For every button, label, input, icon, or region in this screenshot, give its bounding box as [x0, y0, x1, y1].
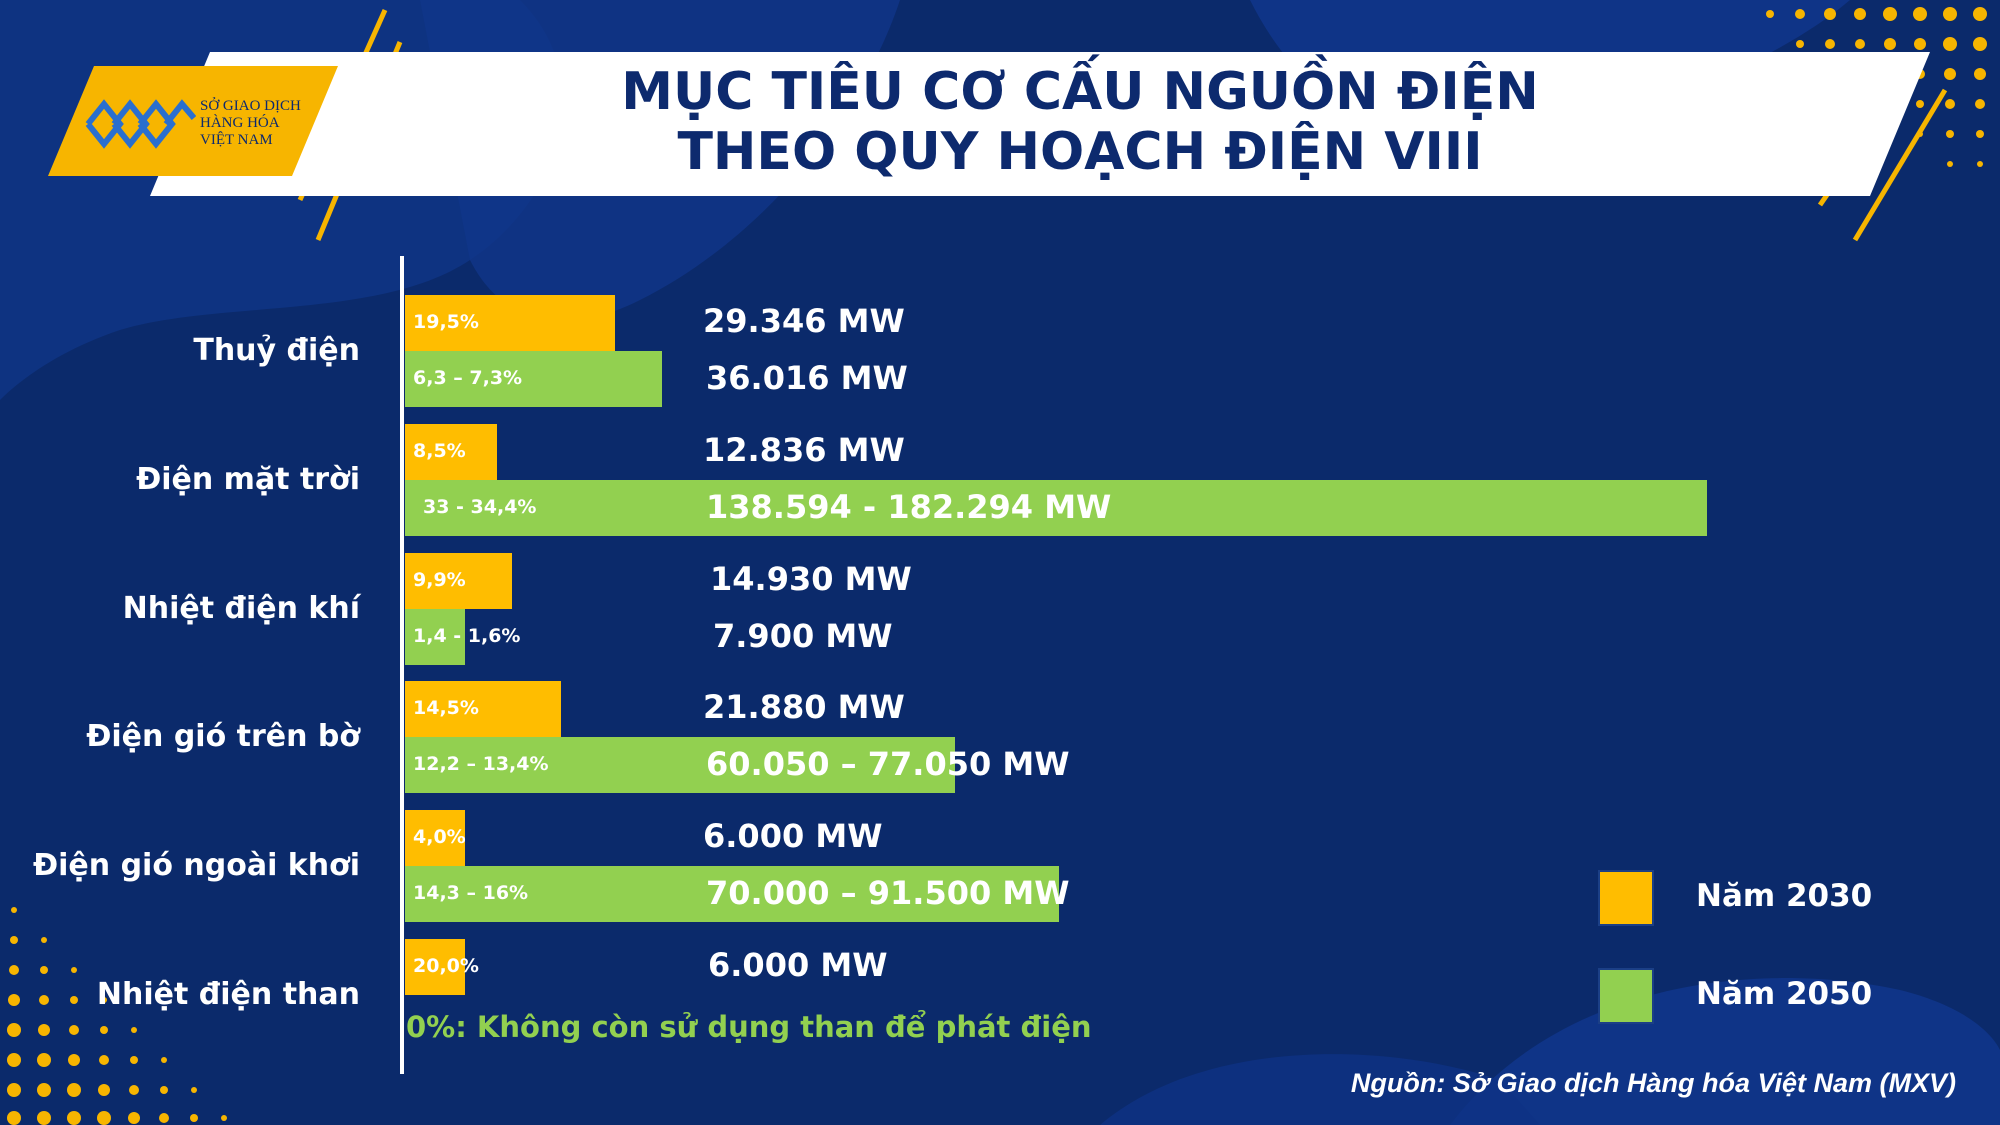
bar-2050 [405, 737, 956, 793]
y-axis-line [400, 256, 404, 1074]
value-label-2030: 29.346 MW [703, 302, 905, 340]
category-label: Điện mặt trời [136, 462, 360, 497]
logo-line-2: HÀNG HÓA [200, 115, 280, 131]
value-label-2030: 21.880 MW [703, 688, 905, 726]
value-label-2030: 12.836 MW [703, 431, 905, 469]
title-line-1: MỤC TIÊU CƠ CẤU NGUỒN ĐIỆN [621, 62, 1539, 122]
value-label-2030: 6.000 MW [708, 946, 888, 984]
bar-2030 [405, 424, 497, 480]
percent-label-2030: 19,5% [413, 311, 479, 333]
logo-line-3: VIỆT NAM [200, 132, 273, 148]
percent-label-2050: 33 - 34,4% [423, 496, 537, 518]
value-label-2050: 138.594 - 182.294 MW [706, 488, 1112, 526]
legend-swatch-2030 [1598, 870, 1654, 926]
value-label-2050: 60.050 – 77.050 MW [706, 745, 1070, 783]
bar-2030 [405, 681, 562, 737]
percent-label-2030: 4,0% [413, 826, 466, 848]
value-label-2030: 6.000 MW [703, 817, 883, 855]
percent-label-2050: 1,4 - 1,6% [413, 625, 521, 647]
value-label-2050: 70.000 – 91.500 MW [706, 874, 1070, 912]
bar-2050 [405, 866, 1059, 922]
title-band [150, 52, 1930, 196]
percent-label-2050: 14,3 – 16% [413, 882, 529, 904]
percent-label-2050: 6,3 – 7,3% [413, 367, 523, 389]
coal-note: 0%: Không còn sử dụng than để phát điện [406, 1010, 1092, 1044]
bar-2030 [405, 295, 615, 351]
legend-label-2030: Năm 2030 [1696, 878, 1873, 914]
category-label: Nhiệt điện khí [122, 591, 360, 626]
dot-pattern-bottom-left [7, 907, 227, 1125]
bar-2050 [405, 609, 465, 665]
source-note: Nguồn: Sở Giao dịch Hàng hóa Việt Nam (M… [1350, 1068, 1956, 1098]
bar-2030 [405, 553, 512, 609]
category-label: Thuỷ điện [193, 333, 360, 368]
bar-2050 [405, 351, 663, 407]
logo-mark-icon [85, 99, 196, 149]
title-line-2: THEO QUY HOẠCH ĐIỆN VIII [677, 122, 1483, 182]
value-label-2030: 14.930 MW [710, 560, 912, 598]
chart-title: MỤC TIÊU CƠ CẤU NGUỒN ĐIỆN THEO QUY HOẠC… [380, 62, 1780, 182]
category-label: Điện gió trên bờ [86, 719, 360, 754]
percent-label-2030: 8,5% [413, 440, 466, 462]
category-label: Nhiệt điện than [96, 977, 360, 1012]
value-label-2050: 36.016 MW [706, 359, 908, 397]
logo [48, 66, 338, 176]
percent-label-2030: 20,0% [413, 955, 479, 977]
legend-swatch-2050 [1598, 968, 1654, 1024]
value-label-2050: 7.900 MW [713, 617, 893, 655]
percent-label-2050: 12,2 – 13,4% [413, 753, 549, 775]
legend-label-2050: Năm 2050 [1696, 976, 1873, 1012]
bar-2030 [405, 810, 465, 866]
percent-label-2030: 14,5% [413, 697, 479, 719]
logo-line-1: SỞ GIAO DỊCH [200, 98, 301, 114]
bar-2030 [405, 939, 465, 995]
percent-label-2030: 9,9% [413, 569, 466, 591]
bar-2050 [405, 480, 1707, 536]
category-label: Điện gió ngoài khơi [33, 848, 360, 883]
logo-text: SỞ GIAO DỊCH HÀNG HÓA VIỆT NAM [200, 98, 301, 149]
